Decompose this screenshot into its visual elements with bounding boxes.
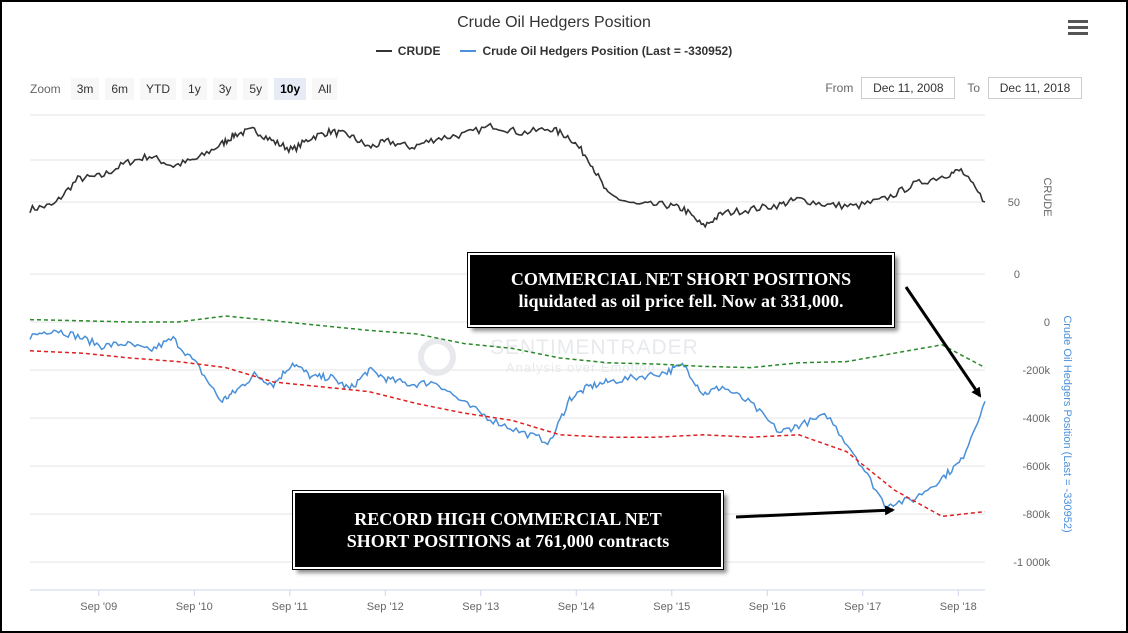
- upper-band-line: [29, 315, 986, 369]
- hedgers-axis-tick-label: -1 000k: [1013, 557, 1050, 569]
- hedgers-axis-tick-label: -800k: [1022, 509, 1050, 521]
- zoom-10y-button[interactable]: 10y: [274, 78, 307, 100]
- watermark: SENTIMENTRADER Analysis over Emotion: [418, 336, 718, 386]
- zoom-3m-button[interactable]: 3m: [70, 78, 100, 100]
- watermark-logo-icon: [418, 338, 456, 376]
- x-tick-label: Sep '15: [653, 601, 690, 613]
- x-tick-label: Sep '13: [462, 601, 499, 613]
- zoom-1y-button[interactable]: 1y: [182, 78, 207, 100]
- zoom-label: Zoom: [30, 82, 61, 96]
- x-tick-label: Sep '18: [940, 601, 977, 613]
- x-tick-label: Sep '12: [367, 601, 404, 613]
- annotation-top-line2: liquidated as oil price fell. Now at 331…: [518, 291, 844, 311]
- x-tick-label: Sep '09: [80, 601, 117, 613]
- annotation-top: COMMERCIAL NET SHORT POSITIONS liquidate…: [467, 252, 895, 328]
- arrow-to-recent: [904, 286, 982, 398]
- date-range: From To: [825, 77, 1082, 99]
- annotation-bottom-line2: SHORT POSITIONS at 761,000 contracts: [346, 531, 670, 551]
- legend-swatch-hedgers: [460, 50, 477, 52]
- legend-swatch-crude: [375, 50, 392, 52]
- zoom-ytd-button[interactable]: YTD: [140, 78, 177, 100]
- hedgers-axis-tick-label: -600k: [1022, 461, 1050, 473]
- legend-item-crude[interactable]: CRUDE: [375, 44, 441, 58]
- annotation-bottom-line1: RECORD HIGH COMMERCIAL NET: [354, 509, 662, 529]
- hedgers-series-line: [29, 329, 986, 508]
- from-date-input[interactable]: [861, 77, 956, 99]
- from-label: From: [825, 81, 854, 95]
- legend-label-crude: CRUDE: [397, 44, 441, 58]
- arrow-to-record: [735, 505, 895, 519]
- hedgers-axis-tick-label: -400k: [1022, 413, 1050, 425]
- chart-title: Crude Oil Hedgers Position: [457, 14, 651, 31]
- hedgers-axis-tick-label: -200k: [1022, 365, 1050, 377]
- hedgers-axis-title: Crude Oil Hedgers Position (Last = -3309…: [1061, 315, 1073, 532]
- legend-label-hedgers: Crude Oil Hedgers Position (Last = -3309…: [482, 44, 733, 58]
- x-tick-label: Sep '16: [749, 601, 786, 613]
- zoom-6m-button[interactable]: 6m: [105, 78, 135, 100]
- to-date-input[interactable]: [988, 77, 1082, 99]
- crude-axis-title: CRUDE: [1041, 177, 1053, 216]
- zoom-5y-button[interactable]: 5y: [243, 78, 269, 100]
- zoom-3y-button[interactable]: 3y: [212, 78, 238, 100]
- legend-item-hedgers[interactable]: Crude Oil Hedgers Position (Last = -3309…: [460, 44, 732, 58]
- annotation-top-line1: COMMERCIAL NET SHORT POSITIONS: [510, 269, 852, 289]
- hedgers-axis-tick-label: 0: [1044, 317, 1050, 329]
- annotation-bottom: RECORD HIGH COMMERCIAL NET SHORT POSITIO…: [292, 490, 724, 570]
- crude-series-line: [29, 122, 986, 229]
- crude-axis-tick-label: 0: [1014, 269, 1020, 281]
- x-tick-label: Sep '11: [272, 601, 308, 613]
- x-tick-label: Sep '17: [844, 601, 881, 613]
- to-label: To: [967, 81, 980, 95]
- zoom-all-button[interactable]: All: [312, 78, 338, 100]
- crude-axis-tick-label: 50: [1008, 197, 1020, 209]
- hamburger-menu-icon[interactable]: [1068, 20, 1088, 38]
- x-tick-label: Sep '10: [176, 601, 213, 613]
- legend: CRUDE Crude Oil Hedgers Position (Last =…: [0, 44, 1108, 58]
- x-tick-label: Sep '14: [558, 601, 595, 613]
- zoom-controls: Zoom 3m 6m YTD 1y 3y 5y 10y All: [30, 78, 338, 100]
- lower-band-line: [29, 350, 986, 518]
- watermark-line1: SENTIMENTRADER: [490, 336, 699, 359]
